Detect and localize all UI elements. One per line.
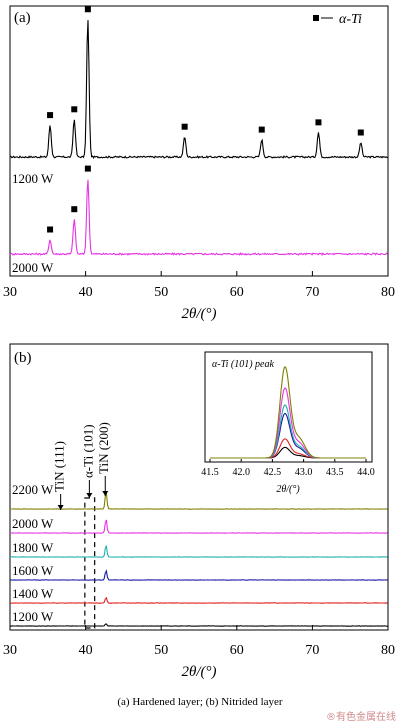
- x-tick-label: 40: [79, 285, 93, 300]
- panel-a-series: [9, 20, 388, 256]
- inset-title: α-Ti (101) peak: [212, 359, 274, 370]
- series-label-2000: 2000 W: [12, 260, 54, 275]
- peak-marker: [315, 119, 322, 126]
- series-line: [9, 492, 388, 510]
- panel-a-frame: [9, 5, 389, 277]
- series-label: 1200 W: [12, 609, 54, 624]
- peak-marker: [258, 126, 265, 133]
- panel-b-series-labels: 1200 W 1400 W 1600 W 1800 W 2000 W 2200 W: [12, 482, 54, 624]
- arrow-head: [86, 493, 93, 498]
- figure-caption: (a) Hardened layer; (b) Nitrided layer: [117, 696, 283, 708]
- series-line: [10, 545, 388, 558]
- x-tick-label: 30: [3, 643, 17, 658]
- peak-marker: [357, 129, 364, 136]
- panel-b-frame: [9, 343, 389, 631]
- panel-b-annotations: TiN (111) α-Ti (101) TiN (200): [52, 422, 111, 510]
- panel-b-x-axis-label: 2θ/(°): [181, 664, 216, 680]
- x-tick-label: 40: [79, 643, 93, 658]
- peak-marker: [47, 112, 54, 119]
- panel-b-label: (b): [14, 350, 32, 366]
- panel-a: (a) α-Ti 1200 W 2000 W 30 40 50 60 70 80 2θ/(…: [3, 5, 395, 322]
- panel-a-x-axis-label: 2θ/(°): [181, 306, 216, 322]
- x-tick-label: 50: [154, 285, 168, 300]
- x-tick-label: 60: [230, 285, 244, 300]
- panel-a-markers: [47, 6, 364, 233]
- peak-marker: [84, 6, 91, 13]
- peak-marker: [71, 106, 78, 113]
- x-tick-label: 60: [230, 643, 244, 658]
- series-line: [9, 179, 388, 256]
- panel-b-series: [9, 492, 388, 627]
- peak-marker: [47, 226, 54, 233]
- legend-label: α-Ti: [339, 12, 362, 27]
- series-label: 1800 W: [12, 540, 54, 555]
- arrow-head: [57, 505, 64, 510]
- inset-series: [210, 366, 366, 459]
- series-label: 1600 W: [12, 563, 54, 578]
- peak-marker: [71, 206, 78, 213]
- series-line: [9, 569, 388, 581]
- x-tick-label: 30: [3, 285, 17, 300]
- inset-x-tick-label: 43.0: [295, 467, 313, 478]
- x-tick-label: 70: [305, 643, 319, 658]
- figure: (a) α-Ti 1200 W 2000 W 30 40 50 60 70 80 2θ/(…: [3, 5, 395, 680]
- series-line: [9, 519, 388, 534]
- inset-x-tick-label: 42.5: [264, 467, 282, 478]
- watermark: ®有色金属在线: [326, 712, 396, 723]
- panel-b-dashed-box: [84, 497, 96, 629]
- peak-annotation: TiN (111): [52, 441, 67, 492]
- inset-x-tick-label: 42.0: [232, 467, 250, 478]
- series-label: 2200 W: [12, 482, 54, 497]
- panel-b: (b) 1200 W 1400 W 1600 W 1800 W 2000 W 2200 W…: [3, 343, 395, 680]
- peak-annotation: α-Ti (101): [80, 424, 95, 478]
- x-tick-label: 50: [154, 643, 168, 658]
- panel-b-x-ticks: 30 40 50 60 70 80: [3, 625, 395, 658]
- inset-x-axis-label: 2θ/(°): [276, 484, 300, 495]
- arrow-head: [102, 491, 109, 496]
- panel-a-x-ticks: 30 40 50 60 70 80: [3, 271, 395, 300]
- series-label: 1400 W: [12, 586, 54, 601]
- series-line: [10, 20, 388, 159]
- series-line: [9, 596, 388, 604]
- inset-x-tick-label: 44.0: [357, 467, 375, 478]
- panel-a-label: (a): [14, 10, 31, 26]
- peak-marker: [181, 123, 188, 130]
- inset-x-ticks: 41.5 42.0 42.5 43.0 43.5 44.0: [201, 459, 375, 478]
- inset-line: [210, 366, 366, 459]
- legend-marker: [313, 15, 319, 21]
- inset-x-tick-label: 43.5: [326, 467, 344, 478]
- x-tick-label: 70: [305, 285, 319, 300]
- peak-marker: [84, 165, 91, 172]
- inset: α-Ti (101) peak 41.5 42.0 42.5 43.0 43.5 44.0…: [201, 351, 375, 495]
- panel-a-legend: α-Ti: [313, 12, 362, 27]
- inset-x-tick-label: 41.5: [201, 467, 219, 478]
- x-tick-label: 80: [381, 285, 395, 300]
- peak-annotation: TiN (200): [96, 422, 111, 474]
- series-label-1200: 1200 W: [12, 171, 54, 186]
- series-label: 2000 W: [12, 516, 54, 531]
- series-line: [9, 623, 388, 627]
- x-tick-label: 80: [381, 643, 395, 658]
- dashed-box: [84, 497, 96, 629]
